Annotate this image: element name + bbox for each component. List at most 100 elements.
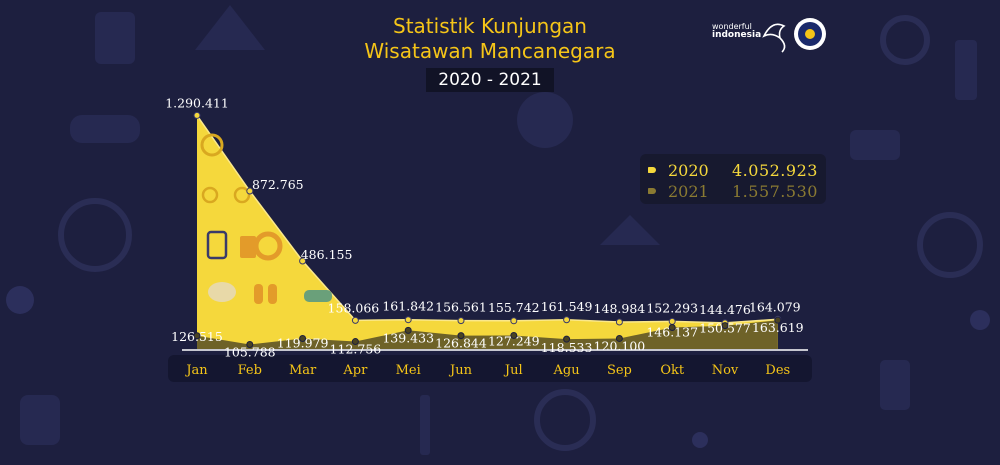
data-label-2020-apr: 158.066 [328,300,380,315]
data-label-2020-jan: 1.290.411 [165,95,229,110]
x-tick-label-apr: Apr [342,363,368,378]
point-2020-mar [299,257,307,265]
point-2020-apr [351,316,359,324]
point-2021-des [774,316,782,324]
data-label-2021-apr: 112.756 [330,342,382,357]
data-label-2021-okt: 146.137 [646,325,698,340]
data-label-2020-mar: 486.155 [301,247,353,262]
data-label-2021-jan: 126.515 [171,329,223,344]
suitcase-icon [880,360,910,410]
lifebuoy-icon [917,212,983,278]
data-label-2020-jun: 156.561 [435,300,487,315]
point-2020-feb [246,187,254,195]
sun-icon [880,15,930,65]
data-label-2021-mar: 119.979 [277,336,329,351]
sun-icon [200,133,224,157]
data-label-2020-okt: 152.293 [646,300,698,315]
title-line-2: Wisatawan Mancanegara [364,39,616,63]
x-tick-label-jul: Jul [503,363,523,378]
data-label-2021-jul: 127.249 [488,333,540,348]
point-2021-nov [721,322,729,330]
data-label-2020-sep: 148.984 [594,301,646,316]
point-2021-mar [299,335,307,343]
x-tick-label-agu: Agu [553,363,580,378]
x-tick-label-mei: Mei [396,363,421,378]
x-tick-label-des: Des [765,363,790,378]
point-2021-okt [668,324,676,332]
years-badge: 2020 - 2021 [426,68,554,92]
data-label-2021-des: 163.619 [752,320,804,335]
goggles-icon [304,290,332,302]
point-2020-jan [193,111,201,119]
area-2020 [197,115,778,350]
bicycle-icon [233,186,251,204]
legend-item-2021: 2021 1.557.530 [648,181,818,201]
point-2020-jun [457,317,465,325]
data-label-2020-mei: 161.842 [382,299,434,314]
car-icon [70,115,140,143]
point-2021-sep [615,334,623,342]
wheel-icon [534,389,596,451]
point-2020-jul [510,317,518,325]
decor-dot [970,310,990,330]
data-label-2021-nov: 150.577 [699,321,751,336]
sandal-icon [268,284,277,304]
legend-swatch-2021 [648,188,656,194]
wonderful-indonesia-logo: wonderful indonesia [712,22,762,40]
sandal-icon [254,284,263,304]
x-axis-band [168,355,812,382]
x-tick-label-jan: Jan [184,363,208,378]
data-label-2021-agu: 118.533 [541,340,593,355]
data-label-2021-feb: 105.788 [224,344,276,359]
cloud-icon [208,282,236,302]
point-2021-jul [510,331,518,339]
anchor-icon [206,230,228,260]
line-2020 [196,115,778,324]
decor-dot [692,432,708,448]
bicycle-icon [201,186,219,204]
x-tick-label-mar: Mar [289,363,317,378]
data-label-2020-des: 164.079 [749,299,801,314]
point-2020-agu [563,316,571,324]
data-label-2021-sep: 120.100 [594,338,646,353]
ministry-emblem-icon [794,18,826,50]
point-2020-mei [404,316,412,324]
point-2021-jan [193,332,201,340]
data-label-2020-agu: 161.549 [541,299,593,314]
legend-total: 1.557.530 [732,181,818,201]
data-label-2020-nov: 144.476 [699,302,751,317]
data-label-2020-feb: 872.765 [252,177,304,192]
decor-dot [6,286,34,314]
x-tick-label-sep: Sep [607,363,632,378]
x-tick-label-feb: Feb [238,363,262,378]
legend-year: 2021 [668,181,709,201]
mountain-icon [195,5,265,50]
legend-swatch-2020 [648,167,656,173]
bag-icon [20,395,60,445]
lifebuoy-icon [58,198,132,272]
balloon-icon [517,92,573,148]
bottle-icon [420,395,430,455]
legend-total: 4.052.923 [732,160,818,180]
data-label-2021-mei: 139.433 [382,330,434,345]
bird-icon [762,23,786,53]
x-tick-label-nov: Nov [712,363,739,378]
mountain-icon [600,215,660,245]
legend-year: 2020 [668,160,709,180]
x-tick-label-okt: Okt [660,363,685,378]
point-2021-agu [563,335,571,343]
point-2021-mei [404,326,412,334]
area-2021 [197,320,778,349]
data-label-2021-jun: 126.844 [435,336,487,351]
title-line-1: Statistik Kunjungan [393,14,587,38]
chart-title-block: Statistik Kunjungan Wisatawan Mancanegar… [360,14,620,92]
data-label-2020-jul: 155.742 [488,300,540,315]
point-2020-sep [615,318,623,326]
legend-item-2020: 2020 4.052.923 [648,160,818,180]
drink-icon [240,236,256,258]
legend: 2020 4.052.923 2021 1.557.530 [640,154,826,204]
point-2021-feb [246,340,254,348]
suitcase-icon [95,12,135,64]
